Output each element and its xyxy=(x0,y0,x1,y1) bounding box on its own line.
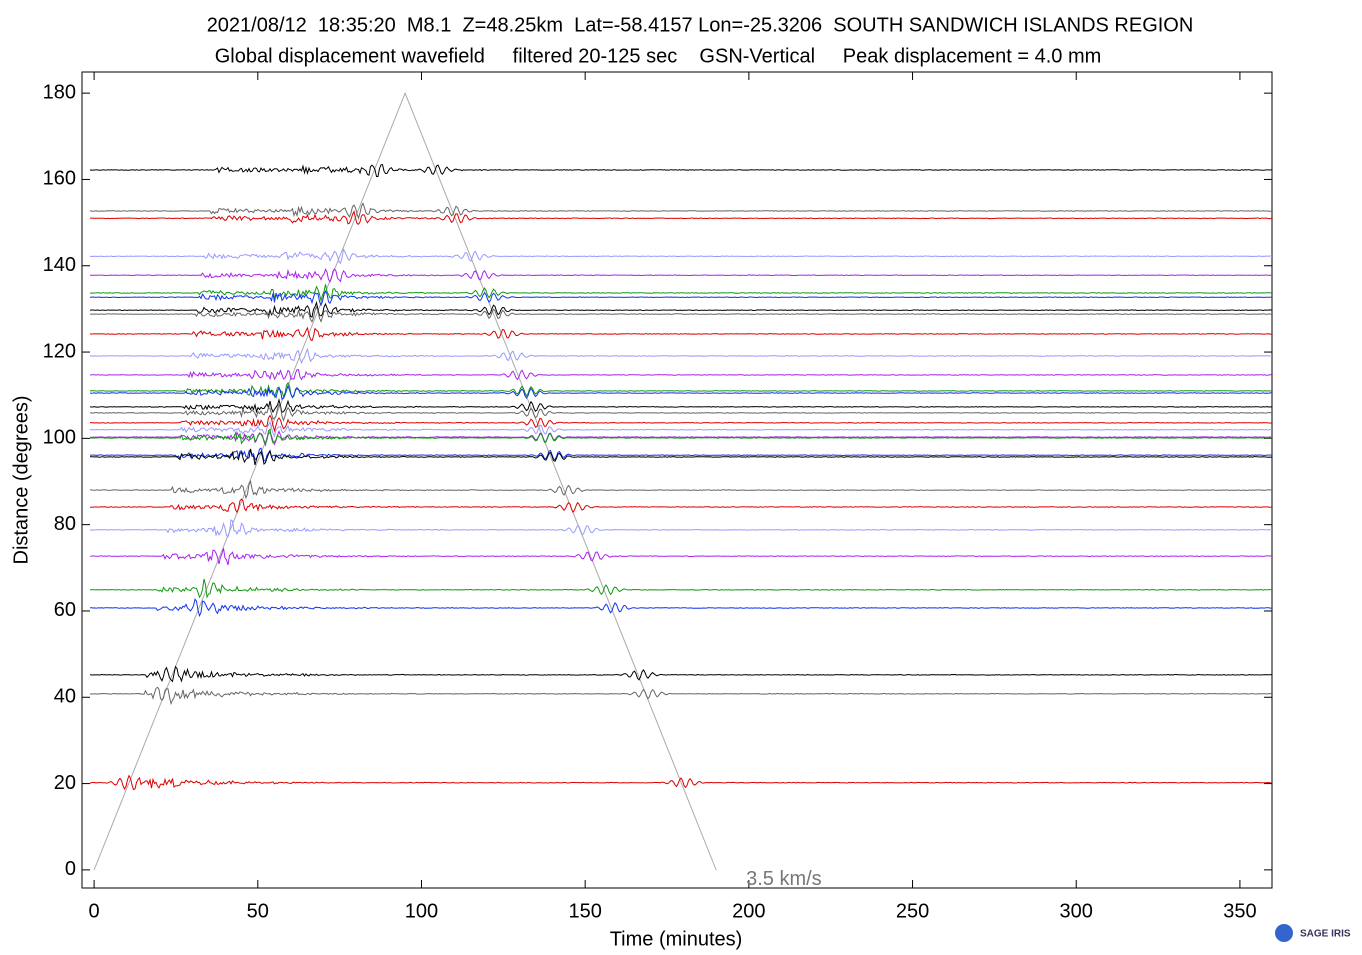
trace xyxy=(89,397,1273,414)
y-tick-label: 60 xyxy=(54,599,76,621)
y-tick-label: 160 xyxy=(43,168,76,190)
trace xyxy=(89,347,1272,364)
trace xyxy=(89,268,1273,283)
reference-line xyxy=(93,91,717,871)
logo: SAGE IRIS xyxy=(1300,929,1351,940)
trace xyxy=(89,369,1273,381)
trace xyxy=(89,447,1273,462)
trace xyxy=(89,300,1272,318)
chart-title: 2021/08/12 18:35:20 M8.1 Z=48.25km Lat=-… xyxy=(207,14,1194,36)
x-tick-label: 200 xyxy=(732,900,765,922)
trace xyxy=(89,598,1273,618)
y-tick-label: 80 xyxy=(54,513,76,535)
trace xyxy=(89,326,1273,342)
y-tick-label: 0 xyxy=(65,858,76,880)
trace xyxy=(89,414,1273,433)
y-tick-label: 20 xyxy=(54,772,76,794)
trace xyxy=(89,774,1272,791)
trace xyxy=(90,448,1273,466)
trace xyxy=(90,479,1273,500)
chart-subtitle: Global displacement wavefield filtered 2… xyxy=(215,45,1102,67)
trace xyxy=(90,498,1273,514)
reference-label: 3.5 km/s xyxy=(746,868,822,890)
x-tick-label: 0 xyxy=(89,900,100,922)
trace xyxy=(89,305,1273,323)
trace xyxy=(89,420,1273,438)
trace xyxy=(89,290,1273,307)
x-axis-label: Time (minutes) xyxy=(610,928,743,950)
y-tick-label: 40 xyxy=(54,686,76,708)
trace xyxy=(89,202,1273,221)
y-tick-label: 140 xyxy=(43,254,76,276)
trace xyxy=(89,548,1273,566)
trace xyxy=(89,164,1273,177)
x-tick-label: 250 xyxy=(896,900,929,922)
trace xyxy=(89,247,1273,265)
y-tick-label: 120 xyxy=(43,340,76,362)
trace xyxy=(89,665,1273,683)
trace xyxy=(89,404,1273,422)
trace xyxy=(89,430,1273,447)
y-tick-label: 180 xyxy=(43,81,76,103)
y-tick-label: 100 xyxy=(43,427,76,449)
trace xyxy=(89,284,1272,303)
trace xyxy=(89,518,1273,538)
x-tick-label: 300 xyxy=(1060,900,1093,922)
trace xyxy=(89,578,1272,599)
x-tick-label: 100 xyxy=(405,900,438,922)
plot-frame xyxy=(81,71,1273,889)
x-tick-label: 150 xyxy=(568,900,601,922)
y-axis-label: Distance (degrees) xyxy=(10,396,32,565)
logo-icon xyxy=(1275,924,1293,942)
trace xyxy=(89,381,1273,399)
trace xyxy=(90,428,1272,446)
trace xyxy=(89,209,1273,225)
x-tick-label: 50 xyxy=(247,900,269,922)
trace xyxy=(89,384,1272,401)
trace xyxy=(89,686,1273,706)
x-tick-label: 350 xyxy=(1223,900,1256,922)
